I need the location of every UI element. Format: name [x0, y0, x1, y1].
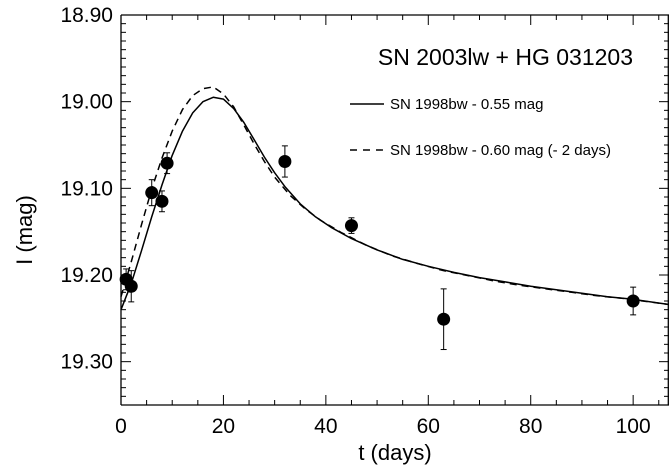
y-tick-label: 19.20 [60, 264, 113, 287]
data-point [626, 294, 640, 308]
x-tick-label: 40 [314, 415, 337, 438]
y-tick-label: 18.90 [60, 4, 113, 27]
series-line-1 [120, 96, 669, 310]
x-tick-label: 60 [417, 415, 440, 438]
x-axis-label: t (days) [358, 440, 431, 465]
data-point [160, 156, 174, 170]
model-curves [120, 86, 669, 310]
x-tick-label: 20 [212, 415, 235, 438]
axis-tick-labels: 0 20 40 60 80 100 18.90 19.00 19.10 19.20 19.30 [60, 4, 650, 438]
x-tick-label: 100 [616, 415, 651, 438]
y-tick-label: 19.10 [60, 177, 113, 200]
plot-frame [120, 14, 669, 406]
y-axis-label: I (mag) [12, 195, 37, 265]
legend: SN 1998bw - 0.55 mag SN 1998bw - 0.60 mag… [350, 96, 611, 159]
data-point [344, 219, 358, 233]
data-point [155, 194, 169, 208]
series-line-2 [120, 86, 669, 306]
y-tick-label: 19.30 [60, 351, 113, 374]
data-point [278, 154, 292, 168]
chart-title: SN 2003lw + HG 031203 [378, 44, 633, 70]
data-point [437, 312, 451, 326]
y-tick-label: 19.00 [60, 91, 113, 114]
observation-points [119, 145, 640, 351]
data-point [145, 186, 159, 200]
data-point [124, 279, 138, 293]
legend-label-1: SN 1998bw - 0.55 mag [390, 96, 543, 113]
legend-label-2: SN 1998bw - 0.60 mag (- 2 days) [390, 142, 611, 159]
axis-ticks [120, 14, 669, 406]
x-tick-label: 80 [519, 415, 542, 438]
x-tick-label: 0 [115, 415, 127, 438]
